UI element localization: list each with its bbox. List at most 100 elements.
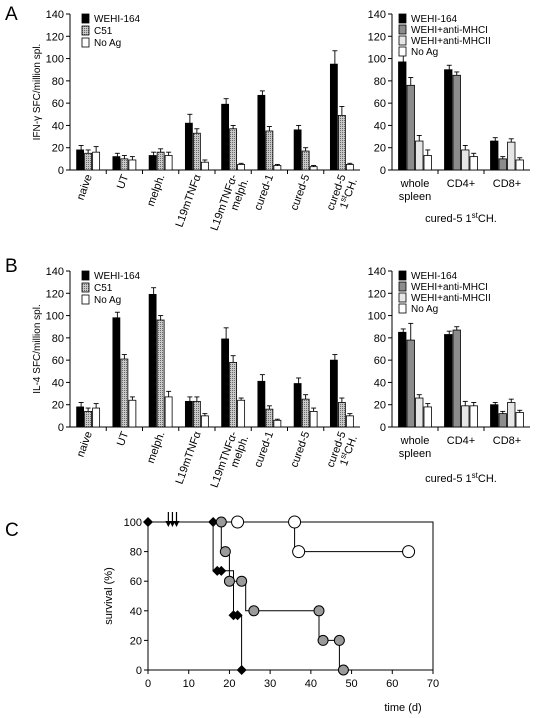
bar: [469, 405, 478, 428]
bar: [469, 156, 478, 171]
legend-swatch: [81, 270, 90, 281]
bar: [156, 319, 165, 428]
x-tick-label: 20: [223, 678, 235, 690]
y-tick-label: 120: [46, 288, 64, 300]
y-axis-label: IFN-γ SFC/million spl.: [32, 44, 43, 141]
y-tick-label: 0: [380, 165, 386, 177]
panel-a-main-chart: 0 20 40 60 80 100 120 140 IFN-γ SFC/million spl.…: [32, 9, 360, 232]
bar: [76, 149, 85, 171]
bar: [423, 406, 432, 428]
legend-label: WEHI-164: [94, 14, 141, 25]
category-label: cured-1: [252, 173, 276, 212]
y-tick-label: 60: [374, 98, 386, 110]
category-label: L19mTNFα: [174, 172, 204, 229]
bar: [76, 406, 85, 428]
category-label: cured-5: [288, 430, 312, 469]
legend-swatch: [81, 294, 90, 305]
bar: [229, 361, 238, 428]
category-label: naive: [75, 173, 95, 202]
bar: [398, 331, 407, 428]
legend-swatch: [81, 25, 90, 36]
y-tick-label: 80: [52, 333, 64, 345]
legend-label: WEHI+anti-MHCII: [411, 36, 491, 47]
legend-swatch: [398, 24, 407, 35]
y-tick-label: 20: [374, 143, 386, 155]
legend-swatch: [398, 281, 407, 292]
bar: [490, 404, 499, 428]
bar: [120, 358, 129, 428]
bar: [515, 412, 524, 428]
y-tick-label: 20: [374, 400, 386, 412]
panel-letter-a: A: [5, 4, 18, 25]
bar: [309, 410, 318, 428]
category-label: spleen: [399, 448, 431, 460]
y-tick-label: 100: [368, 311, 386, 323]
x-tick-label: 50: [345, 678, 357, 690]
category-label: CD4+: [447, 435, 475, 447]
y-tick-label: 60: [374, 355, 386, 367]
survival-point: [223, 575, 235, 587]
bar: [423, 155, 432, 171]
category-label: whole: [400, 435, 430, 447]
y-tick-label: 40: [52, 377, 64, 389]
panel-b-main-chart: 0 20 40 60 80 100 120 140 IL-4 SFC/million spl. W…: [32, 266, 360, 494]
y-tick-label: 120: [368, 31, 386, 43]
bar: [237, 399, 246, 428]
y-tick-label: 0: [58, 165, 64, 177]
y-tick-label: 140: [368, 266, 386, 278]
bar: [444, 334, 453, 428]
category-label: cured-1: [252, 430, 276, 469]
survival-point: [333, 634, 345, 646]
survival-point: [215, 516, 227, 528]
bar: [128, 399, 137, 428]
category-label: CD4+: [447, 178, 475, 190]
plot-frame: [147, 521, 434, 671]
y-tick-label: 80: [374, 333, 386, 345]
bar: [148, 155, 157, 171]
survival-point: [236, 575, 248, 587]
survival-point: [402, 545, 416, 559]
category-label: CD8+: [493, 178, 521, 190]
y-tick-label: 40: [130, 606, 142, 618]
bar: [84, 410, 93, 428]
bar: [257, 380, 266, 428]
x-tick-label: 0: [145, 678, 151, 690]
y-tick-label: 120: [46, 31, 64, 43]
bar: [265, 408, 274, 428]
survival-point: [292, 545, 306, 559]
survival-point: [248, 605, 260, 617]
category-label: L19mTNFα: [174, 429, 204, 486]
category-label: CD8+: [493, 435, 521, 447]
legend-swatch: [81, 37, 90, 48]
bar: [128, 159, 137, 171]
bar: [461, 149, 470, 171]
panel-footer-label: cured-5 1stCH.: [425, 471, 497, 485]
x-tick-label: 40: [305, 678, 317, 690]
bar: [329, 359, 338, 428]
survival-point: [236, 665, 247, 675]
legend-label: WEHI-164: [411, 271, 458, 282]
survival-point: [317, 634, 329, 646]
survival-point: [313, 605, 325, 617]
category-label: melph.: [145, 173, 168, 208]
category-label: melph.: [145, 430, 168, 465]
x-tick-label: 70: [427, 678, 439, 690]
bar: [112, 317, 121, 428]
x-tick-label: 30: [264, 678, 276, 690]
category-label: UT: [115, 430, 131, 448]
panel-letter-c: C: [5, 520, 19, 541]
y-tick-label: 100: [124, 517, 142, 529]
y-tick-label: 60: [130, 576, 142, 588]
category-label: L19mTNFα-melph.: [209, 430, 252, 494]
bar: [200, 161, 209, 171]
panel-letter-b: B: [5, 256, 18, 277]
bar: [337, 115, 346, 171]
y-tick-label: 60: [52, 355, 64, 367]
y-tick-label: 60: [52, 98, 64, 110]
legend-swatch: [398, 35, 407, 46]
y-tick-label: 20: [130, 635, 142, 647]
bar: [164, 155, 173, 171]
legend-label: WEHI-164: [411, 14, 458, 25]
